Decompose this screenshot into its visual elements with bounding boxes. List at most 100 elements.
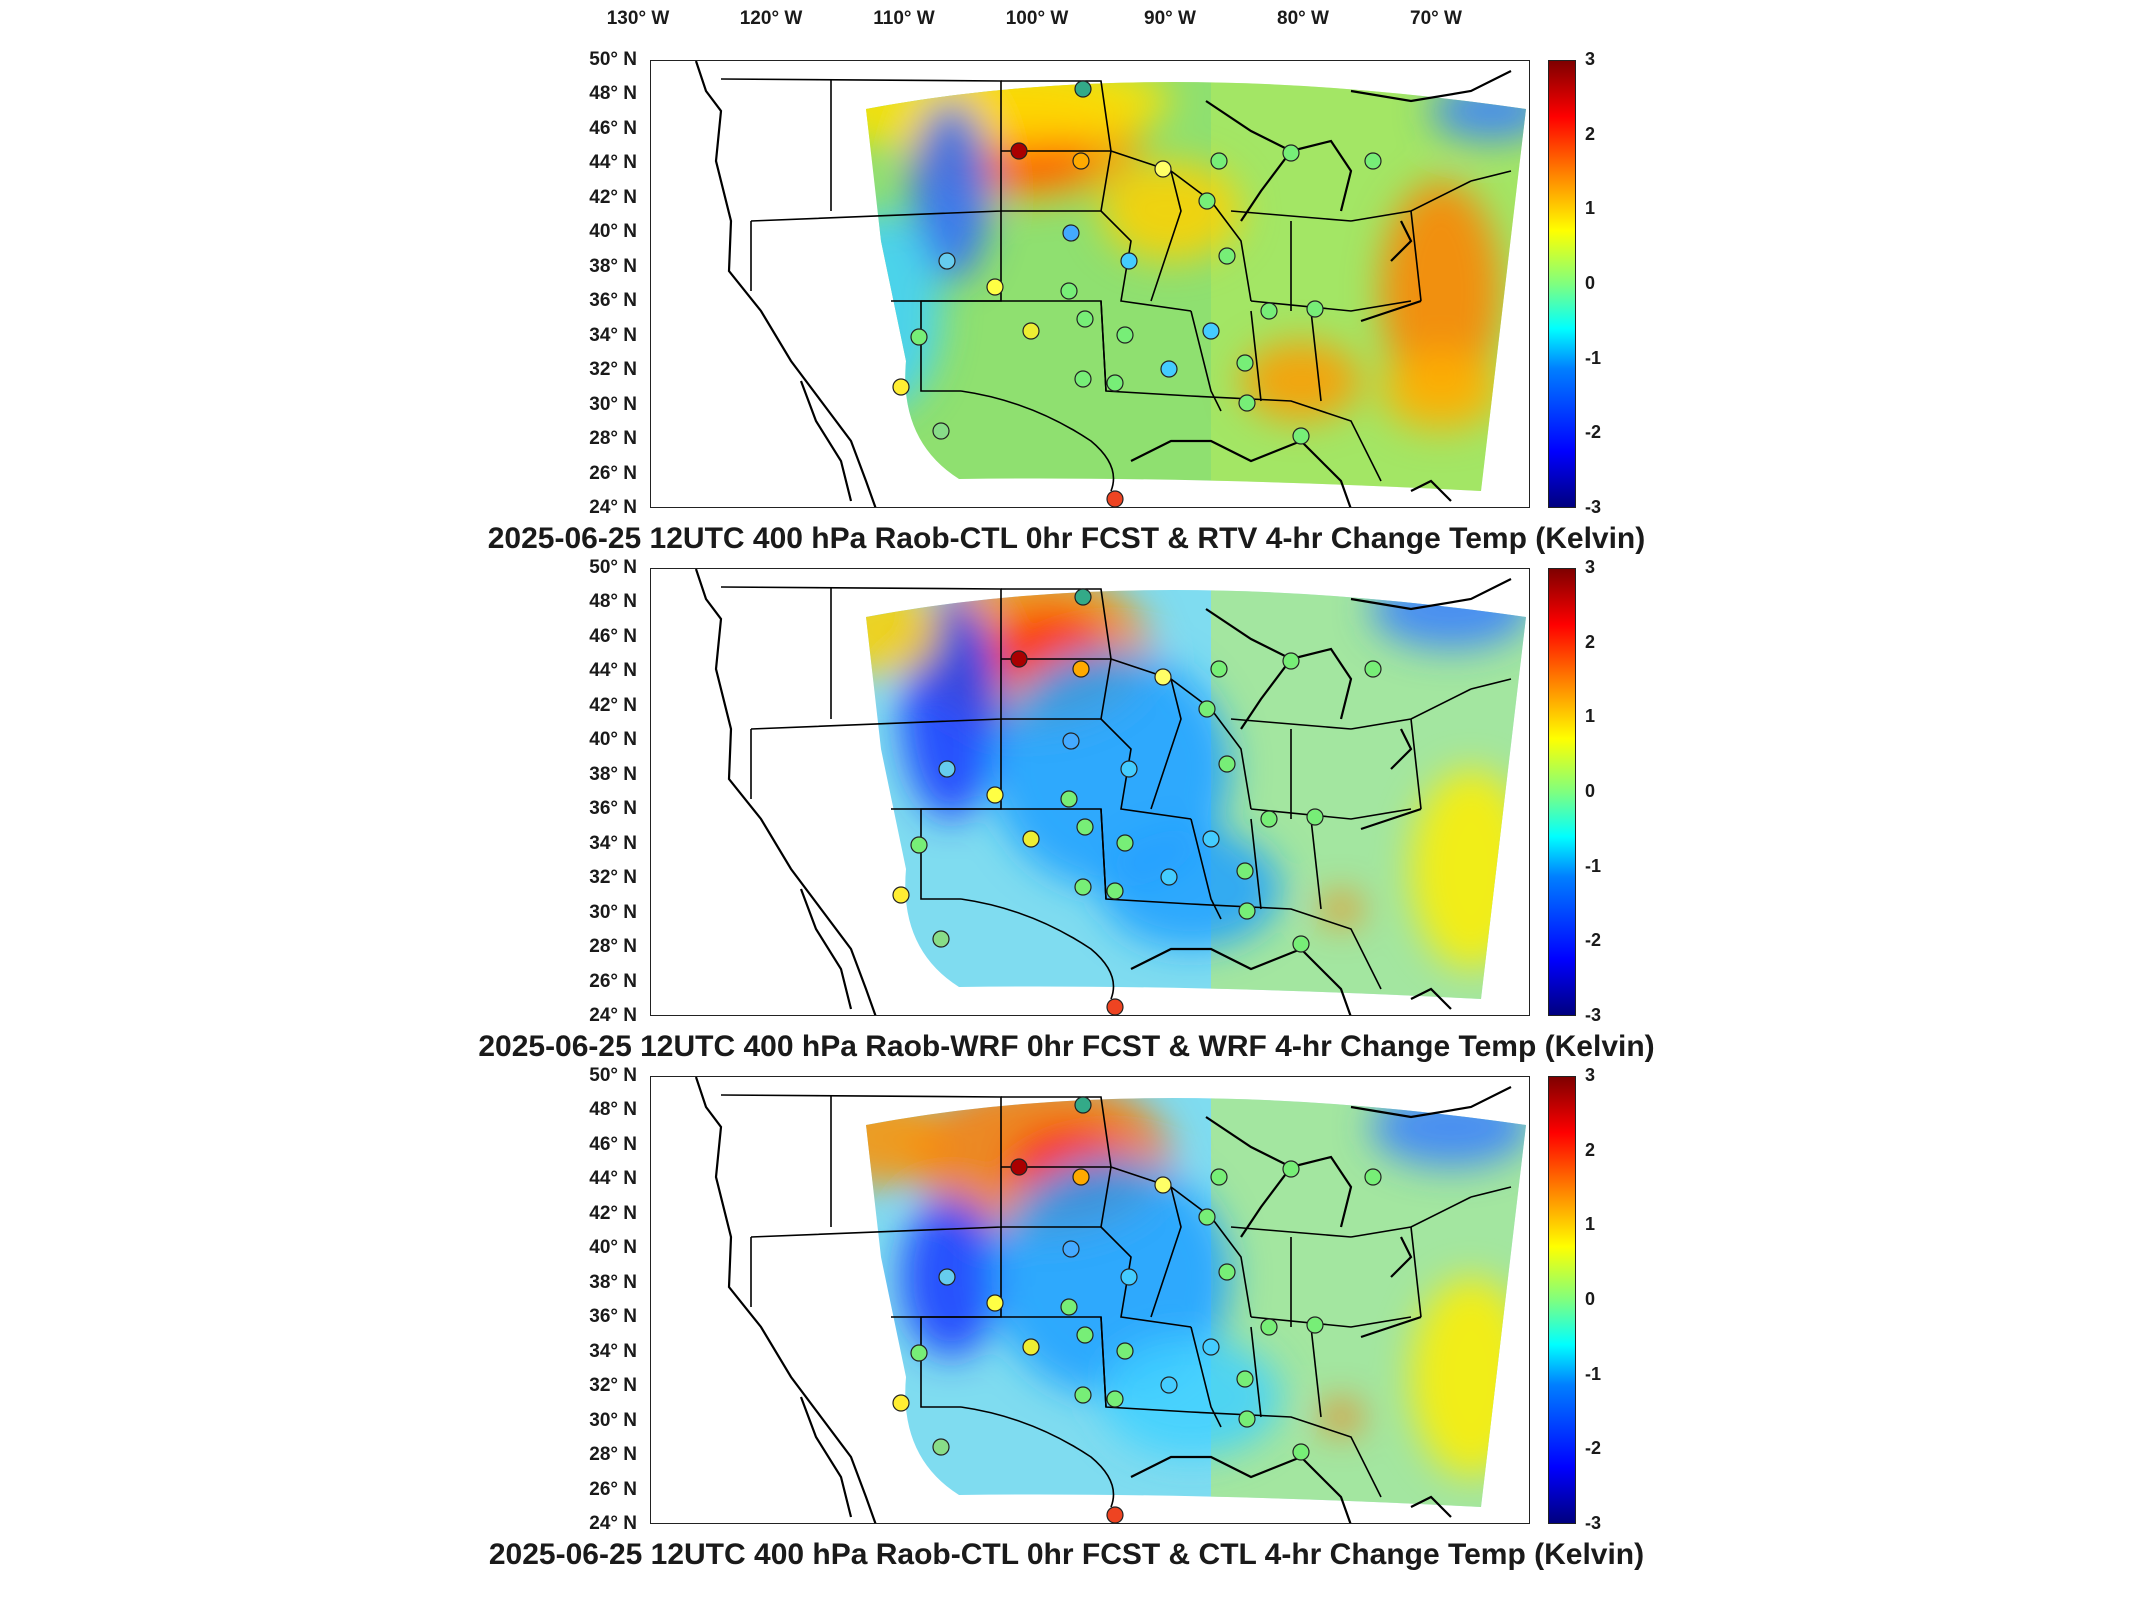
raob-station-marker [1120,1268,1138,1286]
temperature-map [650,60,1530,508]
raob-station-marker [1198,700,1216,718]
lon-label: 110° W [873,8,935,29]
raob-station-marker [1292,1443,1310,1461]
colorbar-tick: 3 [1585,49,1596,69]
raob-station-marker [1076,310,1094,328]
lat-label: 26° N [589,462,637,484]
lat-label: 44° N [589,1168,637,1190]
raob-station-marker [892,378,910,396]
lat-label: 50° N [589,1065,637,1086]
raob-station-marker [1218,247,1236,265]
longitude-axis: 130° W 120° W 110° W 100° W 90° W 80° W … [0,0,2133,40]
raob-station-marker [1238,902,1256,920]
lat-label: 30° N [589,901,637,923]
raob-station-marker [1074,1096,1092,1114]
raob-station-marker [910,1344,928,1362]
lat-label: 42° N [589,1202,637,1224]
raob-station-marker [1202,322,1220,340]
raob-station-marker [1364,1168,1382,1186]
raob-station-marker [892,1394,910,1412]
lat-label: 42° N [589,694,637,716]
lat-label: 48° N [589,83,637,105]
temperature-field [866,82,1526,491]
raob-station-marker [1154,1176,1172,1194]
lat-label: 28° N [589,428,637,450]
lon-label: 90° W [1144,8,1196,29]
raob-station-marker [938,1268,956,1286]
raob-station-marker [1060,1298,1078,1316]
raob-station-marker [1210,660,1228,678]
raob-station-marker [910,328,928,346]
raob-station-marker [1106,374,1124,392]
raob-station-marker [1160,868,1178,886]
raob-station-marker [1238,394,1256,412]
lat-label: 38° N [589,763,637,785]
raob-station-marker [1062,732,1080,750]
raob-station-marker [1060,282,1078,300]
raob-station-marker [1306,1316,1324,1334]
raob-station-marker [1116,1342,1134,1360]
lat-label: 26° N [589,970,637,992]
raob-station-marker [1282,1160,1300,1178]
raob-station-marker [1292,427,1310,445]
colorbar [1548,60,1576,508]
lat-label: 28° N [589,1444,637,1466]
raob-stations [892,1096,1382,1523]
colorbar-tick: -1 [1585,1363,1602,1384]
temperature-field [866,1098,1526,1507]
lat-label: 34° N [589,324,637,346]
lat-label: 30° N [589,393,637,415]
raob-station-marker [1238,1410,1256,1428]
raob-station-marker [1072,152,1090,170]
raob-station-marker [1160,1376,1178,1394]
colorbar-tick: 1 [1585,706,1596,727]
raob-station-marker [1074,370,1092,388]
raob-station-marker [1210,152,1228,170]
lat-label: 30° N [589,1409,637,1431]
colorbar-tick: 0 [1585,1289,1596,1309]
raob-station-marker [1072,660,1090,678]
raob-station-marker [1120,760,1138,778]
colorbar-tick: 2 [1585,1139,1596,1160]
lat-label: 44° N [589,152,637,174]
raob-station-marker [1072,1168,1090,1186]
lat-label: 36° N [589,1306,637,1328]
raob-station-marker [1364,152,1382,170]
raob-station-marker [1106,490,1124,507]
lat-label: 26° N [589,1478,637,1500]
raob-station-marker [1062,224,1080,242]
coastline [694,1077,1512,1523]
raob-station-marker [1260,1318,1278,1336]
raob-station-marker [1198,192,1216,210]
colorbar-tick: -2 [1585,1438,1602,1459]
temperature-map [650,1076,1530,1524]
colorbar-tick: -2 [1585,422,1602,443]
raob-station-marker [1236,1370,1254,1388]
raob-station-marker [1306,808,1324,826]
raob-station-marker [1160,360,1178,378]
lon-label: 70° W [1410,8,1462,29]
colorbar-tick: 2 [1585,123,1596,144]
lat-label: 32° N [589,359,637,381]
lat-label: 40° N [589,1237,637,1259]
lat-label: 46° N [589,625,637,647]
raob-station-marker [1010,650,1028,668]
raob-station-marker [1010,1158,1028,1176]
raob-station-marker [1106,1390,1124,1408]
raob-station-marker [986,278,1004,296]
colorbar-tick: -3 [1585,1513,1602,1533]
lat-label: 46° N [589,1133,637,1155]
raob-station-marker [1022,830,1040,848]
colorbar-tick: -2 [1585,930,1602,951]
raob-station-marker [1154,160,1172,178]
raob-station-marker [1062,1240,1080,1258]
temperature-map [650,568,1530,1016]
raob-station-marker [1022,1338,1040,1356]
lat-label: 42° N [589,186,637,208]
raob-station-marker [1154,668,1172,686]
lat-label: 48° N [589,591,637,613]
raob-station-marker [1202,1338,1220,1356]
colorbar-tick: 0 [1585,781,1596,801]
panel-title: 2025-06-25 12UTC 400 hPa Raob-CTL 0hr FC… [488,1538,1645,1571]
colorbar-tick: 0 [1585,273,1596,293]
